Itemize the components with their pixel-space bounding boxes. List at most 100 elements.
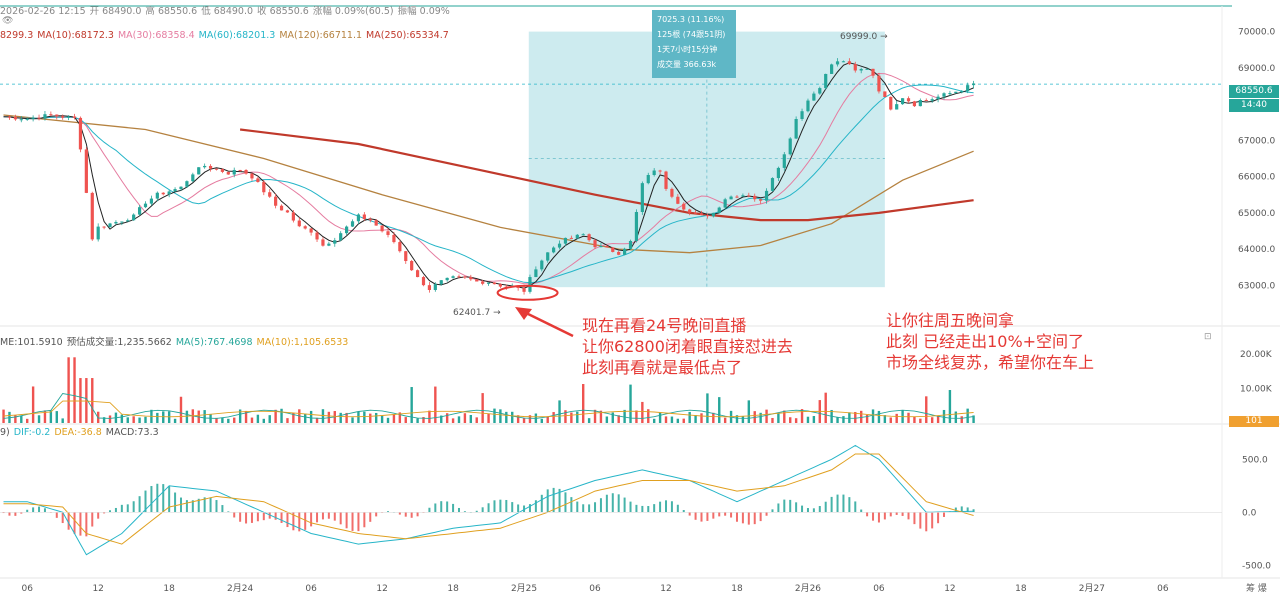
candle-body	[729, 196, 733, 200]
volume-badge: 101	[1229, 416, 1279, 427]
candle-body	[13, 116, 17, 120]
macd-hist-bar	[327, 512, 330, 519]
macd-hist-bar	[440, 501, 443, 513]
candle-body	[794, 119, 798, 139]
macd-hist-bar	[268, 512, 271, 519]
candle-body	[717, 207, 721, 213]
macd-hist-bar	[185, 500, 188, 513]
macd-hist-bar	[463, 511, 466, 513]
candle-body	[841, 61, 846, 63]
volume-bar	[268, 415, 271, 423]
macd-hist-bar	[410, 512, 413, 518]
volume-bar	[179, 396, 183, 423]
volume-bar	[883, 415, 887, 423]
ma30-line	[3, 72, 974, 285]
volume-bar	[919, 418, 922, 423]
candle-body	[61, 116, 65, 118]
macd-hist-bar	[197, 498, 200, 513]
volume-bar	[824, 392, 827, 423]
volume-legend: ME:101.5910 预估成交量:1,235.5662 MA(5):767.469…	[0, 334, 352, 348]
volume-bar	[859, 410, 863, 423]
volume-bar	[522, 417, 526, 423]
annotation-right-line: 此刻 已经走出10%+空间了	[886, 332, 1085, 351]
volume-bar	[102, 417, 106, 423]
macd-hist-bar	[114, 507, 117, 513]
macd-hist-bar	[877, 512, 880, 523]
macd-hist-bar	[594, 502, 597, 513]
legend-item: MA(10):1,105.6533	[256, 337, 349, 348]
volume-bar	[173, 418, 177, 423]
candle-body	[96, 226, 100, 240]
macd-hist-bar	[866, 512, 869, 517]
macd-hist-bar	[369, 512, 372, 522]
macd-hist-bar	[854, 501, 857, 513]
toolbar-extra[interactable]: 筹 爆	[1246, 584, 1267, 594]
macd-hist-bar	[191, 500, 194, 513]
macd-hist-bar	[682, 510, 685, 513]
candle-body	[356, 214, 361, 222]
volume-bar	[244, 410, 248, 423]
macd-hist-bar	[907, 512, 910, 520]
volume-bar	[85, 378, 88, 423]
volume-bar	[138, 417, 141, 423]
volume-bar	[966, 408, 969, 423]
volume-bar	[434, 386, 437, 423]
volume-bar	[215, 417, 218, 423]
candle-body	[451, 276, 455, 278]
macd-hist-bar	[824, 501, 827, 513]
candle-body	[49, 114, 53, 116]
macd-legend: 9) DIF:-0.2 DEA:-36.8 MACD:73.3	[0, 427, 163, 438]
volume-bar	[907, 412, 910, 423]
macd-hist-bar	[32, 507, 35, 513]
macd-hist-bar	[203, 497, 206, 513]
volume-bar	[162, 411, 165, 423]
volume-bar	[735, 415, 739, 423]
legend-item: 8299.3	[0, 30, 34, 41]
volume-bar	[457, 416, 461, 423]
candle-body	[741, 195, 745, 197]
volume-tick-label: 20.00K	[1240, 350, 1273, 360]
candle-body	[764, 190, 769, 201]
macd-hist-bar	[179, 497, 182, 513]
volume-bar	[132, 416, 135, 423]
volume-bar	[623, 409, 626, 423]
volume-bar	[233, 417, 236, 423]
macd-hist-bar	[937, 512, 940, 524]
macd-hist-bar	[706, 512, 709, 521]
volume-bar	[440, 415, 443, 423]
macd-hist-bar	[428, 507, 431, 513]
eye-icon[interactable]: 👁	[2, 16, 14, 26]
volume-bar	[682, 418, 685, 423]
volume-bar	[126, 417, 129, 423]
volume-bar	[487, 413, 490, 423]
expand-icon[interactable]: ⊡	[1204, 332, 1212, 342]
volume-bar	[292, 412, 295, 423]
macd-hist-bar	[511, 502, 514, 513]
macd-hist-bar	[546, 489, 549, 513]
candle-body	[297, 220, 301, 227]
candle-body	[859, 69, 863, 71]
macd-hist-bar	[534, 500, 537, 513]
macd-hist-bar	[20, 512, 23, 514]
macd-hist-bar	[676, 504, 679, 513]
candle-body	[72, 116, 77, 118]
candle-body	[711, 212, 715, 217]
candle-body	[268, 192, 272, 197]
macd-hist-bar	[103, 512, 106, 514]
volume-bar	[712, 412, 715, 423]
candle-body	[889, 96, 893, 110]
volume-bar	[593, 409, 597, 423]
macd-hist-bar	[499, 499, 502, 513]
candle-body	[670, 188, 674, 197]
price-tick-label: 65000.0	[1238, 209, 1275, 219]
legend-item: DIF:-0.2	[13, 427, 51, 438]
candle-body	[835, 61, 840, 65]
volume-bar	[706, 393, 709, 423]
candle-body	[528, 277, 532, 292]
volume-bar	[582, 384, 585, 423]
volume-bar	[374, 412, 378, 423]
x-tick-label: 06	[305, 584, 317, 594]
candle-body	[368, 219, 372, 221]
volume-bar	[61, 418, 64, 423]
candle-body	[664, 171, 668, 189]
